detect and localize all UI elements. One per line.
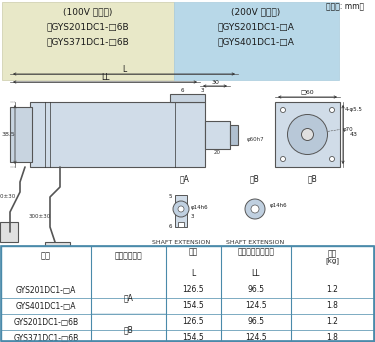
Text: 124.5: 124.5 bbox=[245, 333, 267, 342]
Text: ・GYS201DC1-□A: ・GYS201DC1-□A bbox=[217, 23, 294, 31]
Text: 30: 30 bbox=[211, 79, 219, 84]
Circle shape bbox=[280, 157, 285, 161]
Text: 38.5: 38.5 bbox=[1, 132, 15, 137]
Text: GYS371DC1-□6B: GYS371DC1-□6B bbox=[13, 333, 79, 342]
Text: 43: 43 bbox=[350, 132, 358, 137]
Text: GYS201DC1-□6B: GYS201DC1-□6B bbox=[13, 317, 79, 327]
Bar bbox=[230, 125, 238, 145]
Text: □60: □60 bbox=[301, 90, 314, 94]
Text: SHAFT EXTENSION: SHAFT EXTENSION bbox=[152, 240, 210, 246]
Text: 126.5: 126.5 bbox=[183, 286, 204, 294]
Text: L: L bbox=[191, 269, 196, 278]
Text: 154.5: 154.5 bbox=[183, 302, 204, 311]
Text: 124.5: 124.5 bbox=[245, 302, 267, 311]
Text: 126.5: 126.5 bbox=[183, 317, 204, 327]
Text: GYS201DC1-□A: GYS201DC1-□A bbox=[16, 286, 76, 294]
Text: 300±30: 300±30 bbox=[29, 214, 51, 220]
Text: LL: LL bbox=[101, 74, 109, 82]
Text: （単位: mm）: （単位: mm） bbox=[326, 2, 364, 12]
Text: 寸法（フランジ）: 寸法（フランジ） bbox=[237, 248, 274, 256]
Bar bbox=[45, 242, 70, 262]
Text: 4-φ5.5: 4-φ5.5 bbox=[345, 107, 363, 113]
Text: 6: 6 bbox=[168, 224, 172, 229]
Text: (200V 仕様品): (200V 仕様品) bbox=[231, 8, 280, 16]
Text: φ70: φ70 bbox=[343, 127, 354, 132]
Text: L: L bbox=[122, 66, 126, 75]
Bar bbox=[205, 121, 230, 149]
Text: 5: 5 bbox=[168, 195, 172, 199]
Text: ・GYS201DC1-□6B: ・GYS201DC1-□6B bbox=[46, 23, 129, 31]
Text: φ14h6: φ14h6 bbox=[270, 202, 288, 208]
Text: GYS401DC1-□A: GYS401DC1-□A bbox=[16, 302, 76, 311]
Circle shape bbox=[178, 206, 184, 212]
Text: 3: 3 bbox=[191, 214, 195, 220]
Bar bbox=[1, 246, 374, 341]
Bar bbox=[0, 222, 18, 242]
Bar bbox=[30, 102, 205, 167]
Text: ・GYS401DC1-□A: ・GYS401DC1-□A bbox=[217, 38, 294, 47]
Text: [kg]: [kg] bbox=[326, 258, 339, 264]
Bar bbox=[178, 222, 184, 227]
Text: 300±30: 300±30 bbox=[0, 195, 16, 199]
Circle shape bbox=[173, 201, 189, 217]
Bar bbox=[1, 246, 374, 341]
Text: 図A: 図A bbox=[124, 293, 134, 303]
Bar bbox=[1, 266, 374, 282]
Bar bbox=[275, 102, 340, 167]
Text: 20: 20 bbox=[213, 150, 220, 156]
Circle shape bbox=[330, 157, 334, 161]
Text: 96.5: 96.5 bbox=[248, 286, 264, 294]
Text: (100V 仕様品): (100V 仕様品) bbox=[63, 8, 112, 16]
Text: ・GYS371DC1-□6B: ・GYS371DC1-□6B bbox=[46, 38, 129, 47]
Circle shape bbox=[251, 205, 259, 213]
Bar bbox=[175, 195, 187, 227]
Text: 図B: 図B bbox=[124, 326, 134, 334]
Text: 図A: 図A bbox=[180, 174, 190, 184]
Text: 質量: 質量 bbox=[328, 250, 337, 259]
Bar bbox=[174, 2, 339, 80]
Text: 3: 3 bbox=[200, 88, 204, 92]
Text: 1.2: 1.2 bbox=[327, 286, 338, 294]
Circle shape bbox=[288, 115, 327, 155]
Text: 全長: 全長 bbox=[189, 248, 198, 256]
Circle shape bbox=[245, 199, 265, 219]
Text: φ14h6: φ14h6 bbox=[191, 205, 208, 210]
Text: 96.5: 96.5 bbox=[248, 317, 264, 327]
Text: 形式: 形式 bbox=[41, 251, 51, 261]
Circle shape bbox=[302, 129, 313, 141]
Bar bbox=[2, 2, 174, 80]
Bar bbox=[10, 107, 32, 162]
Text: 図B: 図B bbox=[250, 174, 260, 184]
Text: 154.5: 154.5 bbox=[183, 333, 204, 342]
Text: 図B: 図B bbox=[308, 174, 317, 184]
Text: 1.8: 1.8 bbox=[327, 302, 338, 311]
Text: SHAFT EXTENSION: SHAFT EXTENSION bbox=[226, 240, 284, 246]
Text: シャフト形状: シャフト形状 bbox=[115, 251, 142, 261]
Text: 1.2: 1.2 bbox=[327, 317, 338, 327]
Text: 1.8: 1.8 bbox=[327, 333, 338, 342]
Circle shape bbox=[280, 107, 285, 113]
Bar bbox=[1, 246, 374, 266]
Circle shape bbox=[330, 107, 334, 113]
Text: 6: 6 bbox=[180, 88, 184, 92]
Text: φ60h7: φ60h7 bbox=[247, 136, 265, 142]
Text: LL: LL bbox=[252, 269, 260, 278]
Bar bbox=[170, 94, 205, 102]
